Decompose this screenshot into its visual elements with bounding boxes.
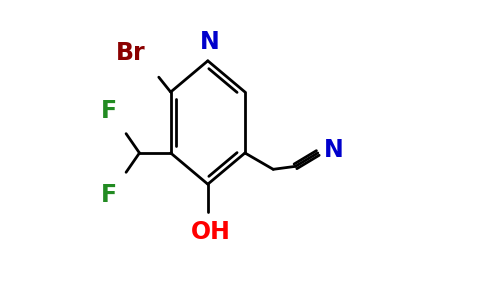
Text: F: F <box>101 183 117 207</box>
Text: N: N <box>199 30 219 54</box>
Text: Br: Br <box>116 41 146 65</box>
Text: OH: OH <box>191 220 231 244</box>
Text: F: F <box>101 99 117 123</box>
Text: N: N <box>324 138 344 162</box>
